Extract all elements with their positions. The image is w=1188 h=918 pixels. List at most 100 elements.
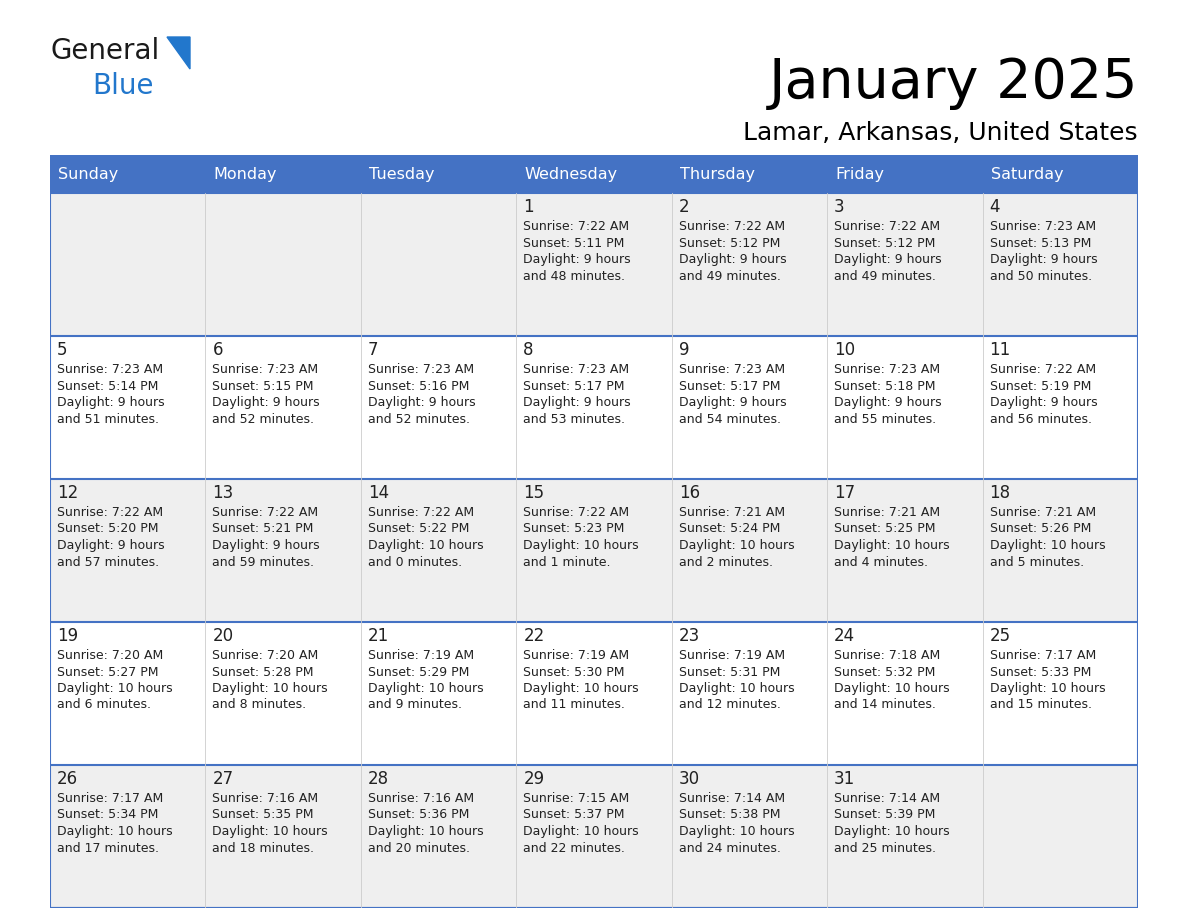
Text: Sunset: 5:19 PM: Sunset: 5:19 PM xyxy=(990,379,1091,393)
Text: Sunset: 5:32 PM: Sunset: 5:32 PM xyxy=(834,666,935,678)
Text: and 49 minutes.: and 49 minutes. xyxy=(678,270,781,283)
Text: Daylight: 9 hours: Daylight: 9 hours xyxy=(678,253,786,266)
Text: Daylight: 9 hours: Daylight: 9 hours xyxy=(57,396,165,409)
Text: and 18 minutes.: and 18 minutes. xyxy=(213,842,315,855)
Text: 7: 7 xyxy=(368,341,378,359)
Text: and 5 minutes.: and 5 minutes. xyxy=(990,555,1083,568)
Text: Sunrise: 7:23 AM: Sunrise: 7:23 AM xyxy=(834,363,940,376)
Bar xyxy=(50,622,206,765)
Text: Daylight: 10 hours: Daylight: 10 hours xyxy=(834,825,949,838)
Text: and 12 minutes.: and 12 minutes. xyxy=(678,699,781,711)
Text: and 14 minutes.: and 14 minutes. xyxy=(834,699,936,711)
Text: 18: 18 xyxy=(990,484,1011,502)
Text: 1: 1 xyxy=(523,198,533,216)
Text: Sunrise: 7:22 AM: Sunrise: 7:22 AM xyxy=(678,220,785,233)
Text: and 24 minutes.: and 24 minutes. xyxy=(678,842,781,855)
Text: Lamar, Arkansas, United States: Lamar, Arkansas, United States xyxy=(744,121,1138,145)
Text: and 15 minutes.: and 15 minutes. xyxy=(990,699,1092,711)
Text: Sunset: 5:30 PM: Sunset: 5:30 PM xyxy=(523,666,625,678)
Text: Daylight: 10 hours: Daylight: 10 hours xyxy=(368,539,484,552)
Text: 13: 13 xyxy=(213,484,234,502)
Text: Daylight: 9 hours: Daylight: 9 hours xyxy=(678,396,786,409)
Bar xyxy=(827,622,982,765)
Text: 16: 16 xyxy=(678,484,700,502)
Text: and 52 minutes.: and 52 minutes. xyxy=(213,412,315,426)
Text: 27: 27 xyxy=(213,770,234,788)
Text: Sunset: 5:23 PM: Sunset: 5:23 PM xyxy=(523,522,625,535)
Text: Sunday: Sunday xyxy=(58,166,119,182)
Text: Daylight: 10 hours: Daylight: 10 hours xyxy=(523,539,639,552)
Text: Sunrise: 7:23 AM: Sunrise: 7:23 AM xyxy=(213,363,318,376)
Text: Sunrise: 7:22 AM: Sunrise: 7:22 AM xyxy=(834,220,940,233)
Bar xyxy=(671,193,827,336)
Bar xyxy=(982,336,1138,479)
Text: Sunrise: 7:23 AM: Sunrise: 7:23 AM xyxy=(990,220,1095,233)
Text: 10: 10 xyxy=(834,341,855,359)
Text: Daylight: 10 hours: Daylight: 10 hours xyxy=(990,682,1105,695)
Text: Sunrise: 7:23 AM: Sunrise: 7:23 AM xyxy=(57,363,163,376)
Text: Daylight: 9 hours: Daylight: 9 hours xyxy=(834,253,942,266)
Text: and 1 minute.: and 1 minute. xyxy=(523,555,611,568)
Text: and 55 minutes.: and 55 minutes. xyxy=(834,412,936,426)
Bar xyxy=(361,622,517,765)
Text: 28: 28 xyxy=(368,770,388,788)
Text: Sunrise: 7:19 AM: Sunrise: 7:19 AM xyxy=(523,649,630,662)
Bar xyxy=(517,479,671,622)
Text: Daylight: 10 hours: Daylight: 10 hours xyxy=(678,682,795,695)
Text: January 2025: January 2025 xyxy=(769,56,1138,110)
Polygon shape xyxy=(168,37,190,69)
Text: Sunset: 5:20 PM: Sunset: 5:20 PM xyxy=(57,522,158,535)
Bar xyxy=(671,479,827,622)
Text: Daylight: 9 hours: Daylight: 9 hours xyxy=(368,396,475,409)
Text: 4: 4 xyxy=(990,198,1000,216)
Text: Sunrise: 7:22 AM: Sunrise: 7:22 AM xyxy=(368,506,474,519)
Text: Sunrise: 7:16 AM: Sunrise: 7:16 AM xyxy=(368,792,474,805)
Text: Sunset: 5:24 PM: Sunset: 5:24 PM xyxy=(678,522,781,535)
Text: Sunset: 5:16 PM: Sunset: 5:16 PM xyxy=(368,379,469,393)
Bar xyxy=(517,336,671,479)
Bar xyxy=(671,155,827,193)
Text: Blue: Blue xyxy=(91,72,153,100)
Text: Sunrise: 7:18 AM: Sunrise: 7:18 AM xyxy=(834,649,941,662)
Bar xyxy=(50,336,206,479)
Bar xyxy=(206,336,361,479)
Text: Sunrise: 7:16 AM: Sunrise: 7:16 AM xyxy=(213,792,318,805)
Text: Sunrise: 7:22 AM: Sunrise: 7:22 AM xyxy=(57,506,163,519)
Text: Daylight: 9 hours: Daylight: 9 hours xyxy=(990,396,1098,409)
Text: 15: 15 xyxy=(523,484,544,502)
Text: and 22 minutes.: and 22 minutes. xyxy=(523,842,625,855)
Text: and 9 minutes.: and 9 minutes. xyxy=(368,699,462,711)
Text: Daylight: 9 hours: Daylight: 9 hours xyxy=(990,253,1098,266)
Text: Sunset: 5:37 PM: Sunset: 5:37 PM xyxy=(523,809,625,822)
Bar xyxy=(982,155,1138,193)
Text: 3: 3 xyxy=(834,198,845,216)
Text: 17: 17 xyxy=(834,484,855,502)
Text: Sunset: 5:29 PM: Sunset: 5:29 PM xyxy=(368,666,469,678)
Text: Sunset: 5:26 PM: Sunset: 5:26 PM xyxy=(990,522,1091,535)
Text: Daylight: 10 hours: Daylight: 10 hours xyxy=(834,539,949,552)
Text: 22: 22 xyxy=(523,627,544,645)
Text: and 0 minutes.: and 0 minutes. xyxy=(368,555,462,568)
Text: Daylight: 9 hours: Daylight: 9 hours xyxy=(523,396,631,409)
Text: Sunrise: 7:17 AM: Sunrise: 7:17 AM xyxy=(57,792,163,805)
Text: and 25 minutes.: and 25 minutes. xyxy=(834,842,936,855)
Text: Daylight: 10 hours: Daylight: 10 hours xyxy=(990,539,1105,552)
Text: Sunset: 5:17 PM: Sunset: 5:17 PM xyxy=(678,379,781,393)
Text: and 56 minutes.: and 56 minutes. xyxy=(990,412,1092,426)
Text: Sunrise: 7:23 AM: Sunrise: 7:23 AM xyxy=(523,363,630,376)
Text: Sunset: 5:31 PM: Sunset: 5:31 PM xyxy=(678,666,781,678)
Text: Sunset: 5:33 PM: Sunset: 5:33 PM xyxy=(990,666,1091,678)
Bar xyxy=(827,193,982,336)
Text: Daylight: 10 hours: Daylight: 10 hours xyxy=(678,539,795,552)
Text: Sunrise: 7:15 AM: Sunrise: 7:15 AM xyxy=(523,792,630,805)
Text: Saturday: Saturday xyxy=(991,166,1063,182)
Bar xyxy=(517,622,671,765)
Text: 26: 26 xyxy=(57,770,78,788)
Text: and 8 minutes.: and 8 minutes. xyxy=(213,699,307,711)
Text: and 48 minutes.: and 48 minutes. xyxy=(523,270,625,283)
Text: Sunrise: 7:19 AM: Sunrise: 7:19 AM xyxy=(368,649,474,662)
Text: Sunrise: 7:22 AM: Sunrise: 7:22 AM xyxy=(990,363,1095,376)
Text: Sunrise: 7:14 AM: Sunrise: 7:14 AM xyxy=(678,792,785,805)
Text: Daylight: 10 hours: Daylight: 10 hours xyxy=(368,682,484,695)
Text: Sunset: 5:39 PM: Sunset: 5:39 PM xyxy=(834,809,935,822)
